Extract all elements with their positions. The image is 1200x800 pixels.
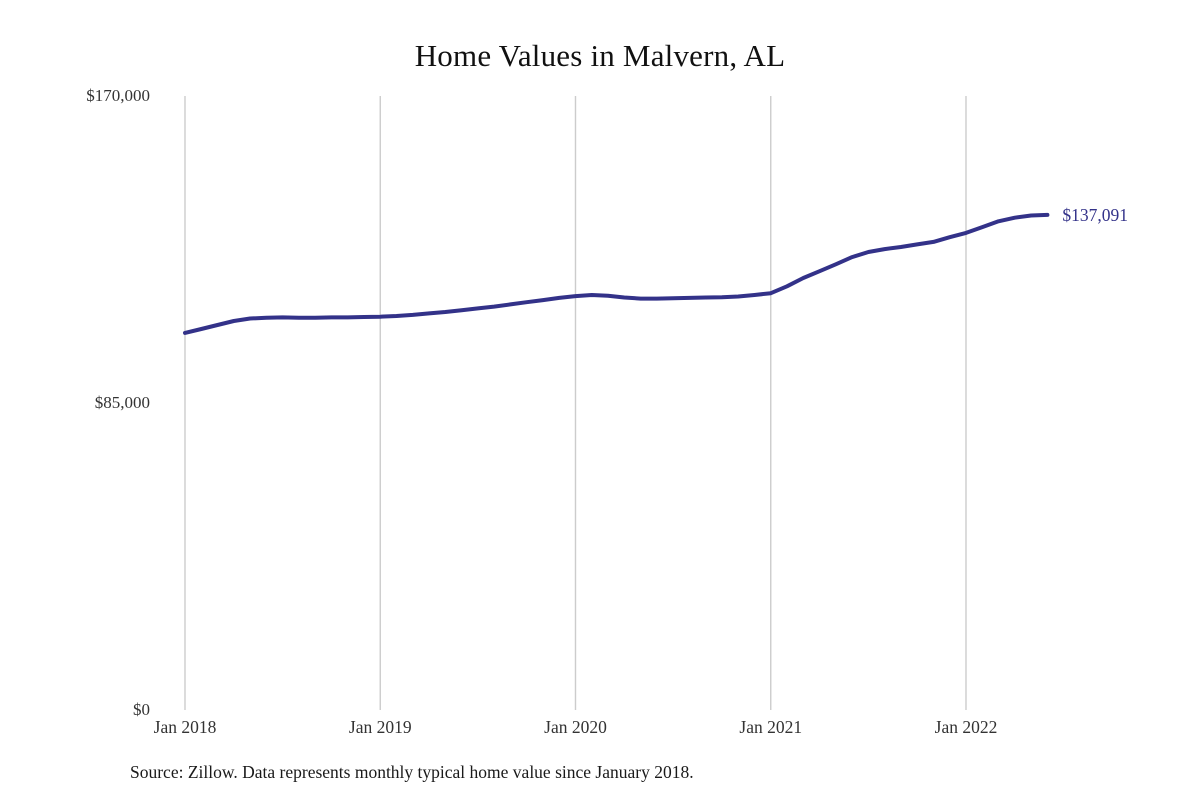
y-tick-label: $85,000 [94, 393, 150, 412]
x-tick-label: Jan 2020 [544, 717, 607, 737]
y-tick-label: $0 [133, 700, 150, 719]
y-tick-label: $170,000 [86, 86, 150, 105]
x-tick-label: Jan 2022 [934, 717, 998, 737]
x-tick-label: Jan 2019 [348, 717, 412, 737]
chart-title: Home Values in Malvern, AL [414, 38, 786, 73]
x-tick-label: Jan 2021 [739, 717, 803, 737]
source-note: Source: Zillow. Data represents monthly … [130, 762, 694, 782]
home-value-line [183, 212, 1050, 335]
end-value-label: $137,091 [1062, 204, 1128, 225]
x-tick-label: Jan 2018 [153, 717, 217, 737]
